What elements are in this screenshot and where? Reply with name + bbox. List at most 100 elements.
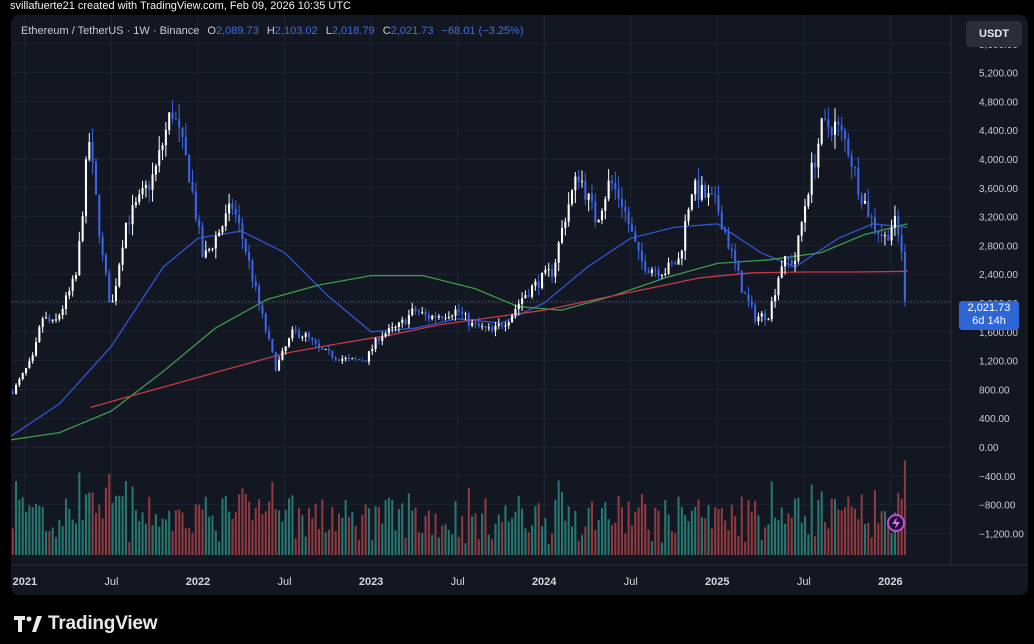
volume-bar — [617, 496, 620, 555]
volume-bar — [614, 522, 617, 555]
candle-body — [288, 338, 291, 347]
volume-bar — [184, 528, 187, 555]
volume-bar — [833, 498, 837, 555]
volume-bar — [424, 515, 427, 555]
volume-bar — [334, 531, 337, 555]
volume-bar — [670, 531, 673, 555]
volume-bar — [401, 503, 404, 555]
candle-body — [357, 359, 360, 361]
volume-bar — [384, 499, 387, 555]
volume-bar — [527, 532, 530, 555]
price-axis[interactable]: 5,600.005,200.004,800.004,400.004,000.00… — [950, 15, 1024, 565]
candle-body — [84, 159, 88, 217]
y-tick-label: −1,200.00 — [979, 529, 1024, 540]
volume-bar — [707, 505, 710, 555]
candle-body — [264, 313, 267, 331]
volume-bar — [324, 532, 327, 555]
candle-body — [590, 193, 594, 202]
candle-body — [534, 281, 537, 286]
volume-bar — [903, 460, 906, 555]
candle-body — [68, 291, 71, 296]
symbol-label[interactable]: Ethereum / TetherUS · 1W · Binance — [21, 25, 200, 37]
volume-bar — [317, 528, 321, 555]
x-tick-label: 2022 — [186, 576, 210, 588]
volume-bar — [357, 539, 360, 555]
volume-bar — [560, 492, 564, 555]
volume-bar — [764, 527, 767, 555]
candle-body — [78, 240, 81, 276]
volume-bar — [893, 512, 896, 555]
candle-body — [531, 285, 534, 297]
volume-bar — [744, 541, 747, 555]
time-axis[interactable]: 2021 Jul 2022 Jul 2023 Jul 2024 Jul 2025 Jul 2026 — [11, 564, 1028, 588]
candle-body — [331, 350, 334, 358]
volume-bar — [747, 500, 750, 555]
currency-chip[interactable]: USDT — [966, 21, 1022, 47]
candle-body — [298, 330, 301, 338]
volume-bar — [387, 497, 390, 555]
candle-body — [354, 358, 357, 360]
volume-bar — [580, 534, 584, 555]
candle-body — [830, 127, 833, 135]
candle-body — [790, 260, 793, 265]
volume-bar — [174, 510, 177, 555]
volume-bar — [278, 510, 281, 555]
volume-bar — [740, 496, 743, 555]
grid — [11, 15, 951, 555]
candle-body — [840, 124, 843, 131]
volume-bar — [790, 517, 793, 555]
volume-bar — [454, 501, 457, 555]
y-tick-label: 4,000.00 — [979, 155, 1018, 166]
volume-bar — [111, 502, 114, 555]
high-value: 2,103.02 — [274, 25, 318, 37]
candle-body — [710, 193, 713, 195]
volume-bar — [208, 516, 211, 555]
volume-bar — [411, 510, 414, 555]
price-chart[interactable]: 5,600.005,200.004,800.004,400.004,000.00… — [11, 15, 1028, 595]
volume-bar — [18, 499, 21, 555]
volume-bar — [214, 530, 217, 555]
candle-body — [880, 233, 883, 237]
candle-body — [620, 198, 623, 208]
candle-body — [787, 256, 790, 261]
volume-bar — [364, 504, 367, 555]
volume-bar — [684, 515, 687, 555]
candle-body — [507, 322, 510, 326]
candle-body — [770, 301, 773, 320]
volume-bar — [108, 473, 111, 555]
volume-bar — [251, 520, 254, 555]
candle-body — [627, 211, 630, 225]
y-tick-label: 1,600.00 — [979, 328, 1018, 339]
candle-body — [837, 121, 840, 125]
candle-body — [327, 349, 331, 351]
volume-bar — [337, 513, 341, 555]
volume-bar — [524, 528, 527, 555]
candle-body — [807, 194, 810, 207]
candle-body — [421, 312, 424, 314]
volume-bar — [570, 526, 574, 555]
volume-bar — [288, 498, 291, 555]
volume-bar — [461, 516, 464, 555]
candle-body — [111, 301, 114, 303]
volume-bar — [118, 495, 121, 555]
x-tick-label: 2023 — [359, 576, 383, 588]
candle-body — [171, 112, 174, 119]
candle-body — [700, 185, 703, 200]
chart-panel[interactable]: 5,600.005,200.004,800.004,400.004,000.00… — [11, 15, 1028, 595]
volume-bar — [271, 481, 274, 555]
candle-body — [494, 325, 497, 331]
candle-body — [367, 351, 370, 362]
candle-body — [514, 309, 517, 316]
bolt-icon[interactable] — [887, 514, 905, 532]
bar-countdown: 6d 14h — [972, 315, 1006, 327]
candle-body — [251, 260, 254, 282]
candle-body — [201, 226, 204, 258]
volume-bar — [218, 541, 221, 555]
volume-bar — [391, 499, 394, 555]
volume-bar — [547, 543, 550, 555]
candle-body — [281, 350, 284, 360]
candle-body — [191, 182, 194, 192]
candle-body — [820, 118, 823, 144]
volume-bar — [794, 498, 797, 555]
volume-bar — [810, 484, 813, 555]
